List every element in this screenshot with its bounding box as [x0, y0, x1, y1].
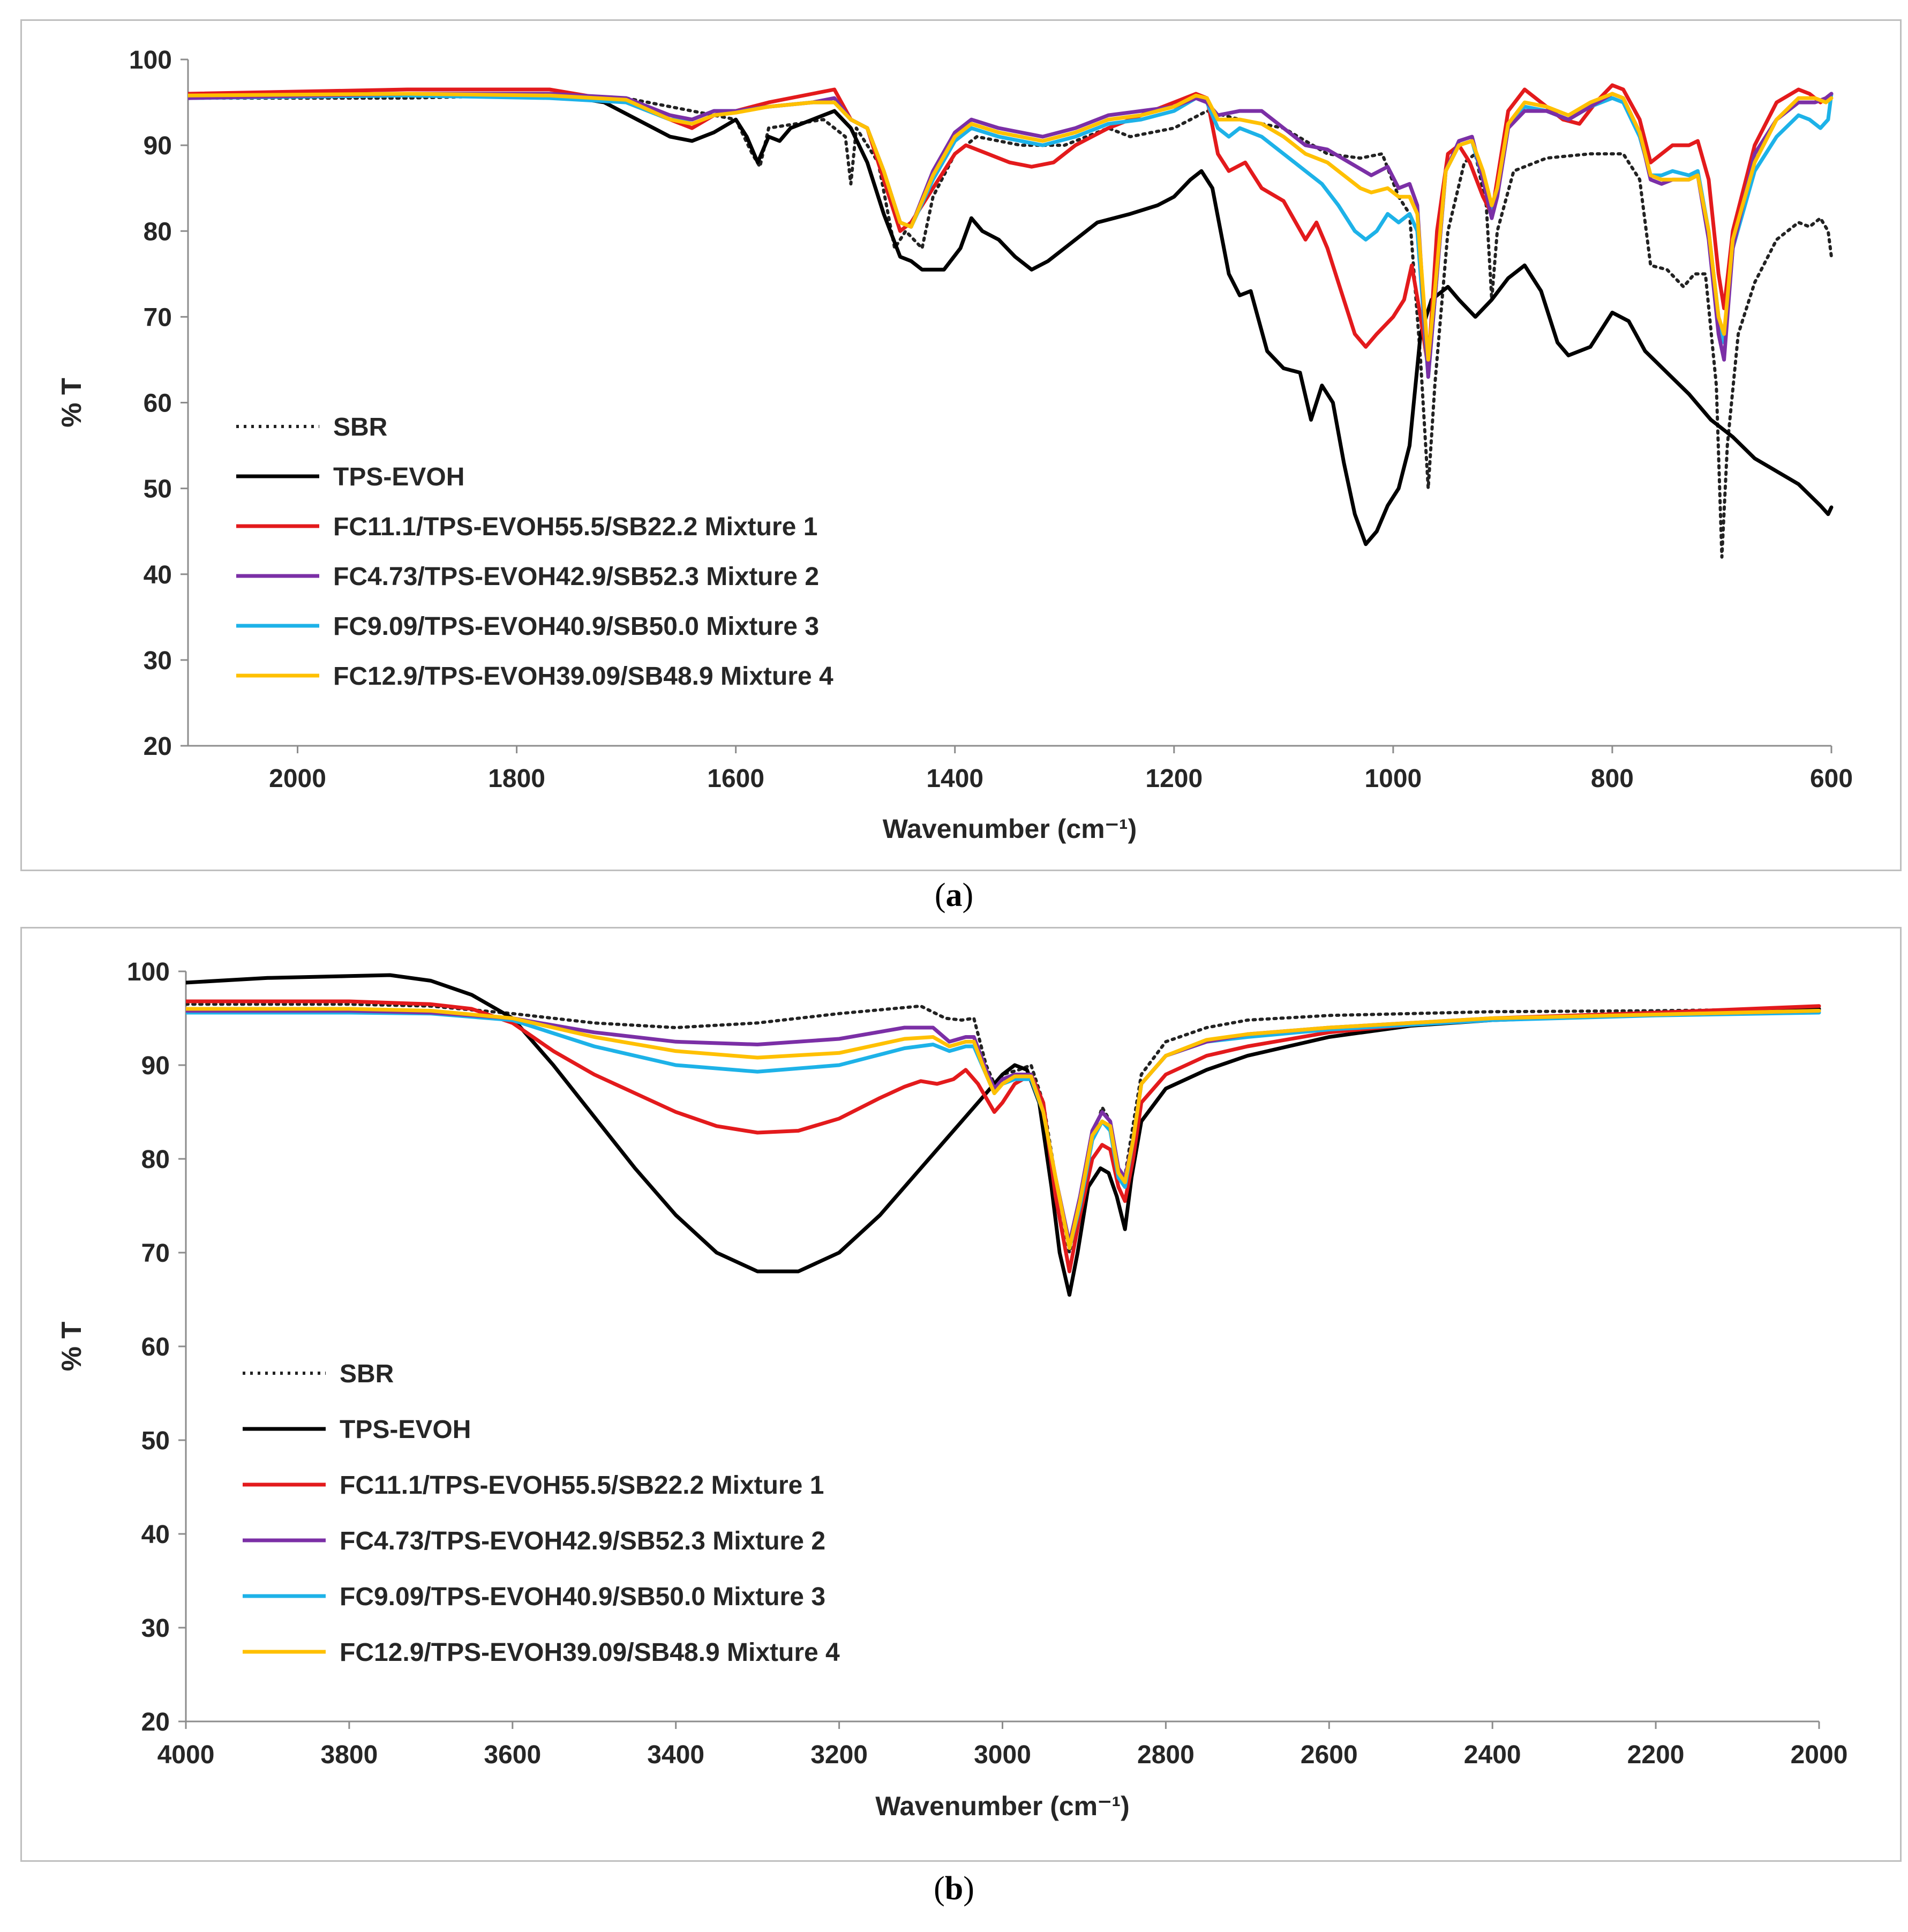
- legend-label: FC4.73/TPS-EVOH42.9/SB52.3 Mixture 2: [340, 1527, 825, 1555]
- y-tick-label: 90: [144, 132, 172, 160]
- x-tick-label: 2000: [269, 765, 326, 793]
- chart-b-svg: 20 30 40 50 60 70 80 90 100 4000 3800 3600 3400 3200 3…: [56, 958, 1848, 1821]
- legend-label: TPS-EVOH: [340, 1416, 471, 1444]
- caption-a-letter: a: [945, 877, 963, 913]
- caption-b: (b): [934, 1870, 974, 1907]
- series-line-2: [186, 973, 1821, 1297]
- legend-label: FC9.09/TPS-EVOH40.9/SB50.0 Mixture 3: [340, 1583, 825, 1611]
- x-axis-title: Wavenumber (cm⁻¹): [883, 814, 1137, 844]
- legend-label: SBR: [333, 413, 387, 441]
- y-axis-title: % T: [56, 378, 87, 428]
- y-tick-label: 80: [144, 218, 172, 246]
- x-tick-label: 3400: [647, 1741, 704, 1769]
- y-tick-label: 70: [141, 1239, 170, 1268]
- caption-b-letter: b: [944, 1870, 964, 1907]
- y-tick-label: 100: [129, 46, 172, 74]
- legend-label: SBR: [340, 1360, 394, 1388]
- legend-label: TPS-EVOH: [333, 463, 464, 491]
- y-tick-label: 40: [141, 1521, 170, 1549]
- legend-label: FC4.73/TPS-EVOH42.9/SB52.3 Mixture 2: [333, 563, 819, 591]
- y-tick-label: 40: [144, 561, 172, 589]
- y-tick-label: 90: [141, 1052, 170, 1080]
- y-tick-label: 50: [144, 475, 172, 504]
- y-tick-label: 80: [141, 1145, 170, 1174]
- legend-label: FC12.9/TPS-EVOH39.09/SB48.9 Mixture 4: [333, 662, 833, 691]
- series-line-1: [186, 1002, 1821, 1254]
- x-tick-label: 2600: [1301, 1741, 1358, 1769]
- x-tick-label: 1200: [1145, 765, 1203, 793]
- x-tick-label: 2400: [1464, 1741, 1521, 1769]
- series-line-6: [186, 1007, 1821, 1250]
- series-line-2: [188, 92, 1834, 546]
- x-tick-label: 2800: [1137, 1741, 1195, 1769]
- x-tick-label: 1400: [926, 765, 983, 793]
- legend-label: FC9.09/TPS-EVOH40.9/SB50.0 Mixture 3: [333, 612, 819, 641]
- series-line-4: [186, 1009, 1821, 1245]
- x-tick-label: 1800: [488, 765, 545, 793]
- x-tick-label: 3600: [484, 1741, 541, 1769]
- legend-label: FC11.1/TPS-EVOH55.5/SB22.2 Mixture 1: [340, 1471, 824, 1500]
- x-tick-label: 600: [1810, 765, 1853, 793]
- y-tick-label: 60: [144, 390, 172, 418]
- series-line-6: [188, 92, 1834, 362]
- x-tick-label: 1600: [707, 765, 764, 793]
- x-tick-label: 3800: [321, 1741, 378, 1769]
- y-axis-title: % T: [56, 1322, 87, 1372]
- x-tick-label: 4000: [157, 1741, 215, 1769]
- y-tick-label: 50: [141, 1427, 170, 1455]
- x-axis-title: Wavenumber (cm⁻¹): [875, 1791, 1130, 1821]
- y-tick-label: 60: [141, 1333, 170, 1361]
- caption-a: (a): [934, 877, 974, 913]
- x-tick-label: 3000: [974, 1741, 1031, 1769]
- chart-panel-b: 20 30 40 50 60 70 80 90 100 4000 3800 3600 3400 3200 3…: [20, 927, 1902, 1862]
- x-tick-label: 800: [1591, 765, 1634, 793]
- y-tick-label: 30: [144, 647, 172, 675]
- x-tick-label: 2200: [1627, 1741, 1685, 1769]
- y-tick-label: 20: [144, 732, 172, 761]
- x-tick-label: 3200: [810, 1741, 868, 1769]
- legend-label: FC12.9/TPS-EVOH39.09/SB48.9 Mixture 4: [340, 1638, 840, 1667]
- series-line-3: [188, 83, 1834, 370]
- y-tick-label: 20: [141, 1708, 170, 1736]
- x-tick-label: 2000: [1791, 1741, 1848, 1769]
- legend-label: FC11.1/TPS-EVOH55.5/SB22.2 Mixture 1: [333, 513, 817, 541]
- x-tick-label: 1000: [1364, 765, 1422, 793]
- y-tick-label: 100: [127, 958, 170, 986]
- series-line-5: [186, 1010, 1821, 1250]
- series-line-1: [188, 94, 1833, 559]
- y-tick-label: 70: [144, 303, 172, 332]
- y-tick-label: 30: [141, 1614, 170, 1643]
- chart-a-svg: 20 30 40 50 60 70 80 90 100 2000 1800 1600 1400 1200 1…: [56, 46, 1853, 844]
- chart-panel-a: 20 30 40 50 60 70 80 90 100 2000 1800 1600 1400 1200 1…: [20, 19, 1902, 871]
- series-line-3: [186, 999, 1821, 1274]
